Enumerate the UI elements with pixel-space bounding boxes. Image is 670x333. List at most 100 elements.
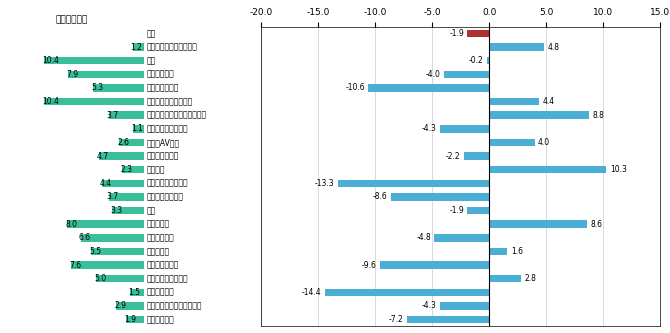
Bar: [133, 125, 144, 133]
Text: 10.4: 10.4: [42, 56, 59, 65]
Text: 精密機器・事務用品: 精密機器・事務用品: [147, 124, 188, 133]
Text: 自動車・関連品: 自動車・関連品: [147, 152, 179, 161]
Bar: [99, 152, 144, 160]
Bar: [434, 234, 489, 241]
Bar: [130, 288, 144, 296]
Text: 飲料・崗好品: 飲料・崗好品: [147, 70, 174, 79]
Text: ファッション・アクセサリー: ファッション・アクセサリー: [147, 111, 206, 120]
Bar: [464, 152, 489, 160]
Bar: [44, 98, 144, 105]
Text: 3.7: 3.7: [107, 111, 119, 120]
Text: 1.6: 1.6: [511, 247, 523, 256]
Text: 化粧品・トイレタリー: 化粧品・トイレタリー: [147, 97, 193, 106]
Bar: [440, 125, 489, 133]
Text: 5.5: 5.5: [89, 247, 101, 256]
Text: 10.4: 10.4: [42, 97, 59, 106]
Bar: [44, 57, 144, 65]
Text: -14.4: -14.4: [302, 288, 322, 297]
Text: 8.6: 8.6: [590, 220, 602, 229]
Text: -1.9: -1.9: [450, 206, 464, 215]
Text: -10.6: -10.6: [345, 84, 365, 93]
Text: 家電・AV機器: 家電・AV機器: [147, 138, 180, 147]
Text: 7.9: 7.9: [66, 70, 78, 79]
Bar: [91, 248, 144, 255]
Bar: [80, 234, 144, 241]
Text: 家庭用品: 家庭用品: [147, 165, 165, 174]
Bar: [489, 248, 507, 255]
Text: -4.8: -4.8: [416, 233, 431, 242]
Text: 食品: 食品: [147, 56, 155, 65]
Text: 合計: 合計: [147, 29, 155, 38]
Text: 情報・通信: 情報・通信: [147, 220, 170, 229]
Text: 2.6: 2.6: [117, 138, 129, 147]
Bar: [71, 261, 144, 269]
Text: 10.3: 10.3: [610, 165, 626, 174]
Text: -8.6: -8.6: [373, 192, 388, 201]
Bar: [119, 139, 144, 146]
Text: 2.9: 2.9: [115, 301, 126, 310]
Bar: [109, 193, 144, 201]
Text: 2.3: 2.3: [120, 165, 132, 174]
Bar: [489, 139, 535, 146]
Bar: [444, 71, 489, 78]
Bar: [325, 288, 489, 296]
Text: 1.9: 1.9: [124, 315, 136, 324]
Bar: [489, 98, 539, 105]
Text: 案内・その他: 案内・その他: [147, 315, 174, 324]
Text: 薬品・医療用品: 薬品・医療用品: [147, 84, 179, 93]
Text: 3.7: 3.7: [107, 192, 119, 201]
Text: 1.5: 1.5: [128, 288, 140, 297]
Text: 外食・各種サービス: 外食・各種サービス: [147, 274, 188, 283]
Bar: [489, 220, 587, 228]
Text: 6.6: 6.6: [79, 233, 91, 242]
Text: 2.8: 2.8: [525, 274, 536, 283]
Text: 5.3: 5.3: [91, 84, 103, 93]
Text: 8.0: 8.0: [65, 220, 77, 229]
Bar: [489, 43, 544, 51]
Bar: [489, 112, 590, 119]
Bar: [391, 193, 489, 201]
Text: -4.3: -4.3: [422, 124, 437, 133]
Text: 4.8: 4.8: [547, 43, 559, 52]
Text: 金融・保険: 金融・保険: [147, 247, 170, 256]
Bar: [440, 302, 489, 310]
Text: 出版: 出版: [147, 206, 155, 215]
Text: -13.3: -13.3: [315, 179, 334, 188]
Bar: [369, 84, 489, 92]
Text: -2.2: -2.2: [446, 152, 461, 161]
Bar: [93, 84, 144, 92]
Text: 5.0: 5.0: [94, 274, 107, 283]
Bar: [133, 43, 144, 51]
Text: 交通・レジャー: 交通・レジャー: [147, 260, 179, 269]
Bar: [113, 207, 144, 214]
Text: 4.7: 4.7: [97, 152, 109, 161]
Text: -7.2: -7.2: [389, 315, 403, 324]
Bar: [102, 179, 144, 187]
Text: 1.1: 1.1: [131, 124, 143, 133]
Text: -4.0: -4.0: [425, 70, 440, 79]
Bar: [489, 166, 606, 173]
Bar: [67, 220, 144, 228]
Text: エネルギー・素材・機械: エネルギー・素材・機械: [147, 43, 197, 52]
Bar: [338, 179, 489, 187]
Text: -1.9: -1.9: [450, 29, 464, 38]
Title: 構成比（％）: 構成比（％）: [56, 15, 88, 24]
Text: (%): (%): [669, 18, 670, 27]
Text: 4.4: 4.4: [100, 179, 112, 188]
Bar: [116, 302, 144, 310]
Bar: [487, 57, 489, 65]
Text: 4.4: 4.4: [543, 97, 555, 106]
Bar: [407, 316, 489, 323]
Bar: [122, 166, 144, 173]
Text: -9.6: -9.6: [361, 260, 377, 269]
Bar: [96, 275, 144, 282]
Text: 3.3: 3.3: [111, 206, 123, 215]
Text: 流通・小売業: 流通・小売業: [147, 233, 174, 242]
Text: 8.8: 8.8: [593, 111, 604, 120]
Bar: [489, 275, 521, 282]
Bar: [468, 30, 489, 37]
Bar: [109, 112, 144, 119]
Bar: [126, 316, 144, 323]
Bar: [68, 71, 144, 78]
Text: 不動産・住宅設備: 不動産・住宅設備: [147, 192, 184, 201]
